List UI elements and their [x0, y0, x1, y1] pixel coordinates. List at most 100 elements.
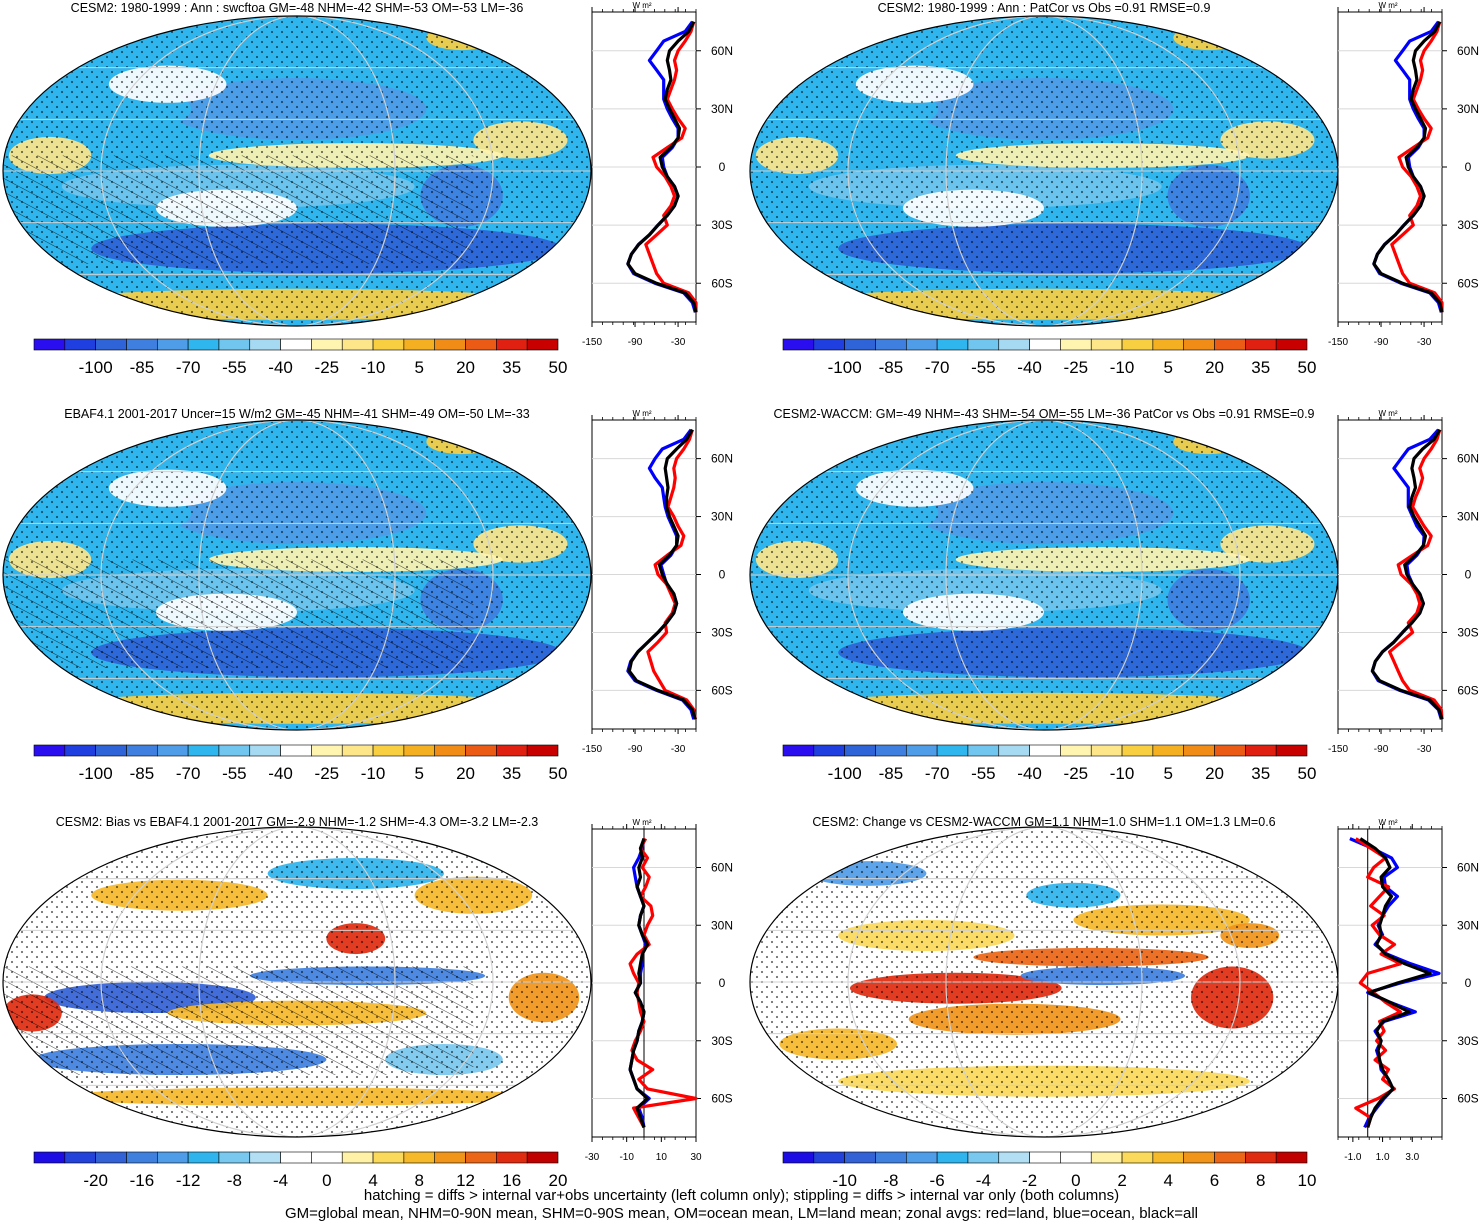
colorbar-swatch	[156, 1151, 189, 1164]
colorbar-label: 50	[549, 358, 568, 377]
lat-tick-label: 60S	[711, 276, 732, 290]
lat-tick-label: 0	[1465, 568, 1472, 582]
colorbar-swatch	[403, 744, 436, 757]
colorbar-swatch	[782, 1151, 815, 1164]
colorbar-swatch	[1029, 744, 1061, 757]
zonal-all-line	[1359, 837, 1432, 1128]
colorbar-label: 0	[1071, 1171, 1080, 1190]
colorbar-swatch	[1152, 1151, 1185, 1164]
colorbar-label: -40	[1017, 358, 1042, 377]
colorbar-swatch	[496, 744, 528, 757]
colorbar-swatch	[249, 338, 281, 351]
colorbar-label: -25	[1064, 358, 1089, 377]
colorbar-swatch	[187, 744, 220, 757]
colorbar-swatch	[64, 744, 96, 757]
zonal-all-line	[1372, 20, 1444, 313]
colorbar-swatch	[218, 1151, 251, 1164]
colorbar-swatch	[875, 1151, 907, 1164]
lat-tick-label: 30N	[711, 510, 733, 524]
colorbar-swatch	[434, 744, 466, 757]
colorbar-swatch	[998, 744, 1030, 757]
x-tick-label: -10	[619, 1152, 634, 1163]
colorbar-label: -100	[79, 764, 113, 783]
colorbar-label: 35	[1251, 764, 1270, 783]
map-outline	[2, 826, 592, 1138]
x-tick-label: -30	[585, 1152, 600, 1163]
colorbar-swatch	[1121, 1151, 1154, 1164]
colorbar-swatch	[249, 1151, 281, 1164]
colorbar-label: -2	[1022, 1171, 1037, 1190]
x-tick-label: -90	[628, 337, 643, 348]
panel-title: EBAF4.1 2001-2017 Uncer=15 W/m2 GM=-45 N…	[64, 407, 530, 421]
colorbar-swatch	[1152, 338, 1185, 351]
colorbar-swatch	[1214, 1151, 1246, 1164]
colorbar-swatch	[95, 338, 127, 351]
colorbar-label: -100	[828, 764, 862, 783]
colorbar-swatch	[95, 1151, 127, 1164]
zonal-land-line	[644, 21, 698, 313]
colorbar-swatch	[64, 1151, 96, 1164]
lat-tick-label: 60N	[711, 861, 733, 875]
lat-tick-label: 60N	[711, 44, 733, 58]
lat-tick-label: 30S	[711, 625, 732, 639]
colorbar-swatch	[1245, 338, 1277, 351]
panel-title: CESM2-WACCM: GM=-49 NHM=-43 SHM=-54 OM=-…	[773, 407, 1314, 421]
lat-tick-label: 0	[719, 160, 726, 174]
colorbar-label: 5	[1164, 764, 1173, 783]
colorbar-label: 2	[1117, 1171, 1126, 1190]
colorbar-swatch	[372, 744, 405, 757]
colorbar-swatch	[1275, 1151, 1308, 1164]
units-label: W m²	[632, 818, 651, 827]
lat-tick-label: 60S	[1457, 683, 1478, 697]
colorbar-label: -25	[315, 764, 340, 783]
x-tick-label: -30	[1417, 744, 1432, 755]
colorbar-swatch	[1121, 744, 1154, 757]
x-tick-label: -150	[1328, 744, 1348, 755]
colorbar-swatch	[372, 1151, 405, 1164]
colorbar-swatch	[126, 338, 158, 351]
colorbar-swatch	[905, 744, 938, 757]
lat-tick-label: 60S	[1457, 276, 1478, 290]
zonal-mean-panel: 60N 30N 0 30S 60S -150 -90 -30 W m²	[582, 409, 733, 755]
map-outline	[2, 15, 592, 327]
colorbar-swatch	[905, 1151, 938, 1164]
colorbar-label: -85	[130, 764, 155, 783]
lat-tick-label: 30S	[1457, 218, 1478, 232]
colorbar-swatch	[905, 338, 938, 351]
colorbar-swatch	[1183, 338, 1215, 351]
panel-4: CESM2-WACCM: GM=-49 NHM=-43 SHM=-54 OM=-…	[749, 407, 1479, 783]
colorbar-swatch	[1245, 1151, 1277, 1164]
panel-title: CESM2: Change vs CESM2-WACCM GM=1.1 NHM=…	[812, 815, 1275, 829]
colorbar-label: 50	[549, 764, 568, 783]
colorbar-label: -55	[971, 358, 996, 377]
colorbar-label: -40	[268, 764, 293, 783]
map	[3, 16, 591, 326]
colorbar-label: 20	[456, 358, 475, 377]
units-label: W m²	[1378, 409, 1397, 418]
x-tick-label: -90	[1374, 337, 1389, 348]
colorbar-label: 35	[502, 358, 521, 377]
colorbar: -100 -85 -70 -55 -40 -25 -10 5 20 35 50	[33, 338, 568, 377]
colorbar-swatch	[1090, 1151, 1123, 1164]
colorbar-swatch	[434, 338, 466, 351]
zonal-mean-panel: 60N 30N 0 30S 60S -30 -10 10 30 W m²	[585, 818, 733, 1163]
units-label: W m²	[632, 409, 651, 418]
units-label: W m²	[1378, 818, 1397, 827]
colorbar-swatch	[33, 1151, 66, 1164]
colorbar-swatch	[1275, 338, 1308, 351]
colorbar-swatch	[813, 338, 845, 351]
zonal-mean-panel: 60N 30N 0 30S 60S -150 -90 -30 W m²	[1328, 1, 1479, 348]
zonal-land-line	[1390, 21, 1444, 313]
colorbar-label: -100	[828, 358, 862, 377]
colorbar-label: 8	[1256, 1171, 1265, 1190]
lat-tick-label: 60N	[1457, 452, 1479, 466]
colorbar-label: 5	[415, 358, 424, 377]
colorbar-swatch	[967, 338, 1000, 351]
colorbar-label: -70	[176, 358, 201, 377]
colorbar-label: 20	[549, 1171, 568, 1190]
colorbar: -100 -85 -70 -55 -40 -25 -10 5 20 35 50	[782, 338, 1316, 377]
colorbar-label: -100	[79, 358, 113, 377]
colorbar-swatch	[1152, 744, 1185, 757]
colorbar-swatch	[936, 338, 969, 351]
